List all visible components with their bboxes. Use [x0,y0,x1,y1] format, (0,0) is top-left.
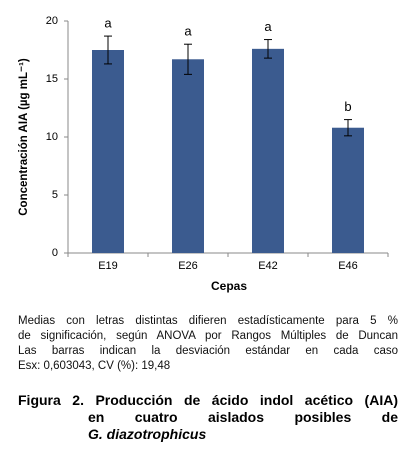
value-label: b [344,99,351,114]
x-tick-label: E46 [338,260,358,272]
caption-text: Producción de ácido indol acético (AIA) [95,392,398,408]
x-tick-label: E42 [258,260,278,272]
x-axis-title: Cepas [211,279,247,293]
chart: Cepas Concentración AIA (µg mL⁻¹) 0 5 10 15… [18,15,389,293]
y-tick-label: 5 [52,189,58,201]
caption: Figura 2. Producción de ácido indol acét… [18,392,398,443]
y-tick-label: 15 [46,73,58,85]
bar [252,48,284,254]
y-axis-title: Concentración AIA (µg mL⁻¹) [18,58,30,216]
caption-line: Figura 2. Producción de ácido indol acét… [18,392,398,409]
caption-line: en cuatro aislados posibles de [88,409,398,425]
bar [92,50,124,253]
value-label: a [184,24,192,39]
bar [172,59,204,253]
x-tick-label: E19 [98,260,118,272]
y-tick-label: 0 [52,247,58,259]
value-label: a [264,19,272,34]
caption-label: Figura 2. [18,392,84,408]
note-line: Esx: 0,603043, CV (%): 19,48 [18,360,171,372]
note-line: Medias con letras distintas difieren est… [18,315,398,327]
caption-organism: G. diazotrophicus [88,426,207,442]
value-label: a [104,16,112,31]
x-tick-label: E26 [178,260,198,272]
notes: Medias con letras distintas difieren est… [18,314,398,374]
note-line: Las barras indican la desviación estánda… [18,345,398,357]
y-tick-label: 20 [46,15,58,27]
note-line: de significación, según ANOVA por Rangos… [18,330,398,342]
y-tick-label: 10 [46,131,58,143]
bar [332,127,364,253]
